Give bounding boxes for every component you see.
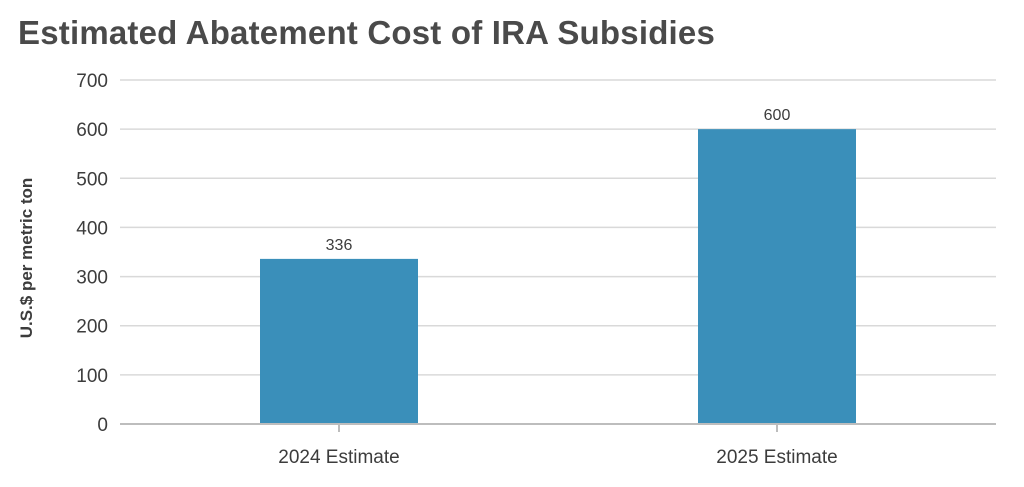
bar: [260, 258, 418, 424]
bar: [698, 129, 856, 424]
x-tick-label: 2025 Estimate: [716, 447, 837, 468]
y-tick-label: 0: [97, 415, 108, 436]
chart-title: Estimated Abatement Cost of IRA Subsidie…: [18, 14, 716, 51]
y-tick-label: 200: [76, 317, 108, 338]
y-tick-label: 100: [76, 366, 108, 387]
y-tick-label: 300: [76, 268, 108, 289]
x-tick-label: 2024 Estimate: [278, 447, 399, 468]
bar-data-label: 600: [764, 107, 791, 124]
bar-data-label: 336: [326, 237, 353, 254]
y-tick-label: 400: [76, 218, 108, 239]
y-tick-label: 500: [76, 169, 108, 190]
labels: 0 100 200 300 400 500 600 700 336 2024 Estimate 60…: [76, 71, 837, 468]
grid-lines: [120, 79, 996, 376]
bars: [260, 129, 856, 424]
y-tick-label: 600: [76, 120, 108, 141]
axes: [120, 423, 996, 432]
y-tick-label: 700: [76, 71, 108, 92]
y-axis-label: U.S.$ per metric ton: [17, 178, 36, 339]
